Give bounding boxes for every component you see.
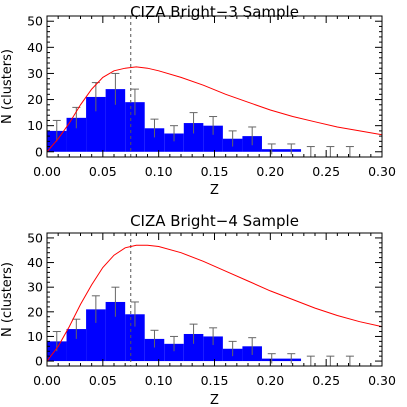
histogram-bar [144,338,165,362]
error-bar [267,143,276,155]
x-tick-label: 0.20 [256,373,284,388]
error-bar [91,295,100,323]
error-bar [209,116,218,135]
error-bar [209,327,218,346]
error-bar [130,301,139,327]
histogram-bar [125,314,145,362]
y-tick-label: 10 [27,329,43,344]
x-tick-label: 0.30 [368,164,396,179]
plot-area [47,16,382,157]
error-bar [150,118,159,138]
chart-panel-2: 0.00 0.05 0.10 0.15 0.20 0.25 0.30 0 10 20 30 40 50 C… [0,212,396,407]
y-tick-label: 0 [35,144,43,159]
error-bar [326,355,335,366]
y-tick-label: 30 [27,280,43,295]
y-tick-label: 10 [27,118,43,133]
error-bar [189,323,198,344]
y-tick-label: 50 [27,14,43,29]
histogram-bar [125,102,145,152]
histogram-bar [144,128,165,152]
x-tick-label: 0.25 [312,164,340,179]
error-bar [228,340,237,357]
error-bar [306,355,315,366]
y-tick-label: 50 [27,230,43,245]
error-bar [287,143,296,155]
y-tick-label: 30 [27,66,43,81]
x-axis-label: Z [210,393,219,407]
x-tick-label: 0.05 [89,164,117,179]
error-bar [52,119,61,142]
histogram-bar [86,309,106,362]
histogram-bar [105,89,126,152]
x-tick-label: 0.15 [201,164,229,179]
plot-area [47,233,382,366]
error-bar [170,335,179,352]
histogram-bar [105,301,126,362]
histogram-bar [183,333,204,362]
x-tick-label: 0.00 [33,373,61,388]
histogram-bar [164,343,184,362]
error-bar [345,355,354,366]
error-bar [248,337,257,355]
x-tick-label: 0.20 [256,164,284,179]
error-bar [189,112,198,134]
x-tick-label: 0.10 [145,164,173,179]
x-tick-label: 0.25 [312,373,340,388]
error-bar [287,353,296,364]
y-tick-label: 40 [27,255,43,270]
chart-title: CIZA Bright−3 Sample [130,3,299,21]
x-tick-label: 0.15 [201,373,229,388]
x-tick-label: 0.30 [368,373,396,388]
error-bar [170,125,179,142]
error-bar [228,130,237,147]
error-bar [345,146,354,157]
x-tick-label: 0.10 [145,373,173,388]
histogram-bar [183,123,204,152]
histogram-bar [203,125,223,152]
histogram-bar [203,336,223,362]
model-curve [47,244,382,362]
histogram-bar [66,329,87,362]
histogram-bar [86,96,106,152]
y-tick-label: 20 [27,92,43,107]
chart-panel-1: 0.00 0.05 0.10 0.15 0.20 0.25 0.30 0 10 20 30 40 50 C… [0,3,396,198]
error-bar [72,318,81,339]
y-tick-label: 20 [27,304,43,319]
error-bar [267,353,276,364]
x-axis-label: Z [210,183,219,198]
error-bar [150,329,159,348]
error-bar [111,286,120,317]
histogram-bar [164,133,184,152]
error-bar [130,88,139,116]
y-axis-label: N (clusters) [0,262,15,337]
model-curve [47,66,382,153]
error-bar [326,146,335,157]
error-bar [111,72,120,105]
y-tick-label: 0 [35,354,43,369]
y-axis-label: N (clusters) [0,49,15,124]
y-tick-label: 40 [27,40,43,55]
x-tick-label: 0.05 [89,373,117,388]
x-tick-label: 0.00 [33,164,61,179]
error-bar [306,146,315,157]
error-bar [248,126,257,146]
chart-title: CIZA Bright−4 Sample [130,212,299,230]
histogram-bar [66,117,87,152]
